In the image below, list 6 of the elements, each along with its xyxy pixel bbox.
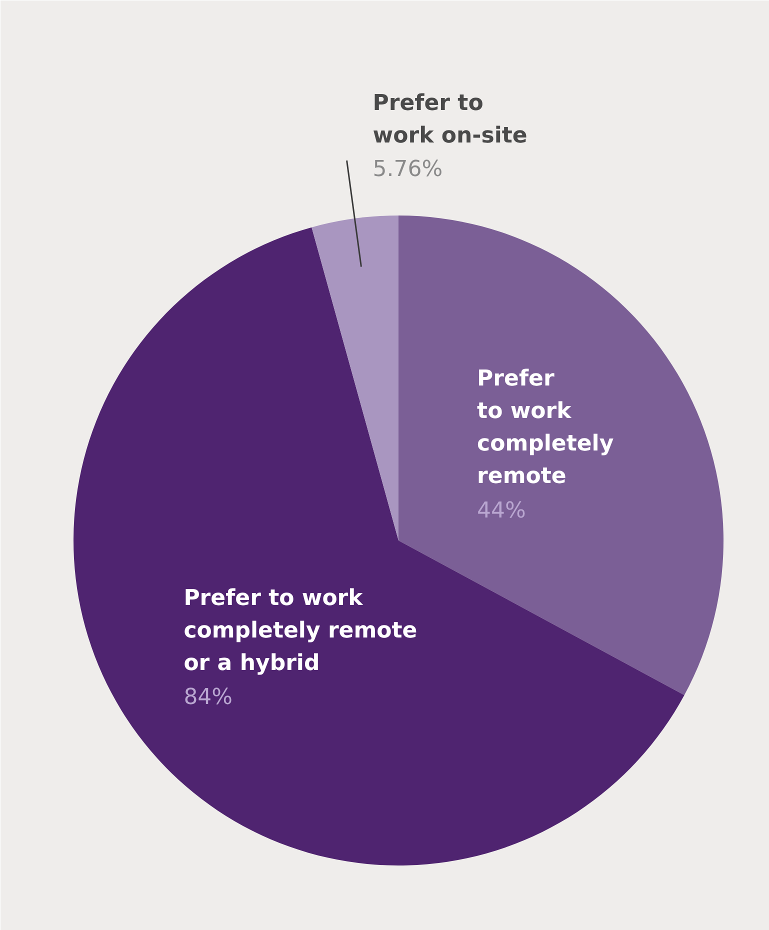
data-label: 44% bbox=[477, 498, 526, 524]
slice-label: Prefer to work on-site bbox=[372, 91, 528, 149]
slice-label: Prefer to work completely remote or a hybrid bbox=[184, 586, 418, 676]
data-label: 84% bbox=[184, 684, 233, 710]
slice-label: Prefer to work completely remote bbox=[477, 366, 614, 489]
data-label: 5.76% bbox=[372, 157, 443, 182]
